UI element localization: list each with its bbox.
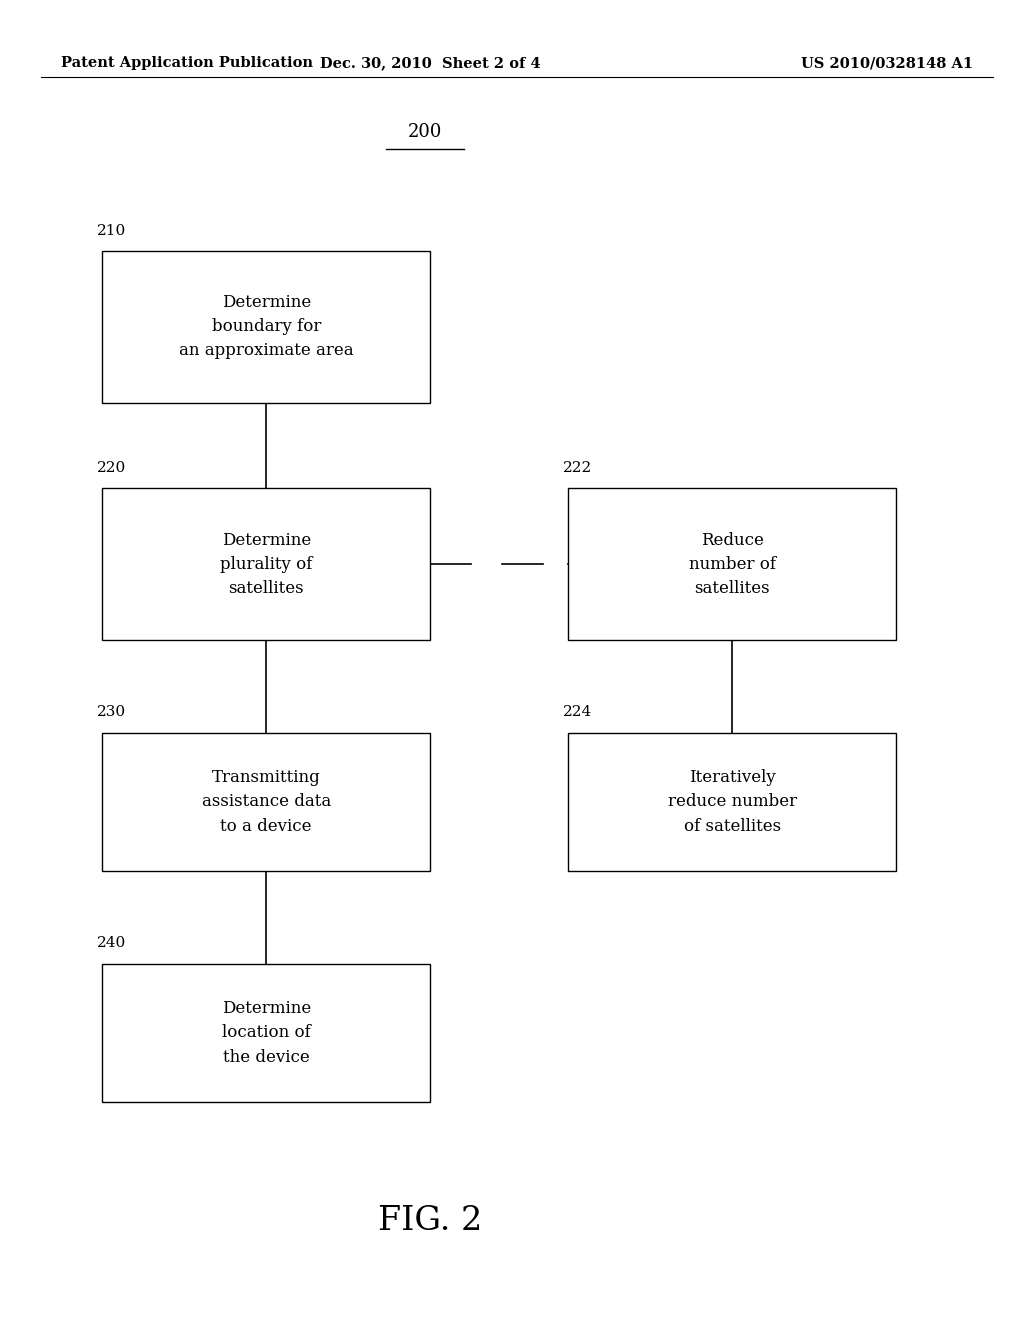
Text: Dec. 30, 2010  Sheet 2 of 4: Dec. 30, 2010 Sheet 2 of 4: [319, 57, 541, 70]
Text: Patent Application Publication: Patent Application Publication: [61, 57, 313, 70]
Text: Transmitting
assistance data
to a device: Transmitting assistance data to a device: [202, 770, 331, 834]
Text: 222: 222: [563, 461, 593, 475]
Text: 200: 200: [408, 123, 442, 141]
Bar: [102, 964, 430, 1102]
Text: Iteratively
reduce number
of satellites: Iteratively reduce number of satellites: [668, 770, 797, 834]
Bar: [102, 488, 430, 640]
Text: 224: 224: [563, 705, 593, 719]
Text: Reduce
number of
satellites: Reduce number of satellites: [689, 532, 775, 597]
Text: 210: 210: [97, 223, 127, 238]
Text: 220: 220: [97, 461, 127, 475]
Text: US 2010/0328148 A1: US 2010/0328148 A1: [801, 57, 973, 70]
Text: Determine
boundary for
an approximate area: Determine boundary for an approximate ar…: [179, 294, 353, 359]
Bar: [568, 733, 896, 871]
Text: 240: 240: [97, 936, 127, 950]
Bar: [568, 488, 896, 640]
Text: 230: 230: [97, 705, 126, 719]
Bar: [102, 733, 430, 871]
Text: Determine
location of
the device: Determine location of the device: [221, 1001, 311, 1065]
Text: FIG. 2: FIG. 2: [378, 1205, 482, 1237]
Bar: [102, 251, 430, 403]
Text: Determine
plurality of
satellites: Determine plurality of satellites: [220, 532, 312, 597]
